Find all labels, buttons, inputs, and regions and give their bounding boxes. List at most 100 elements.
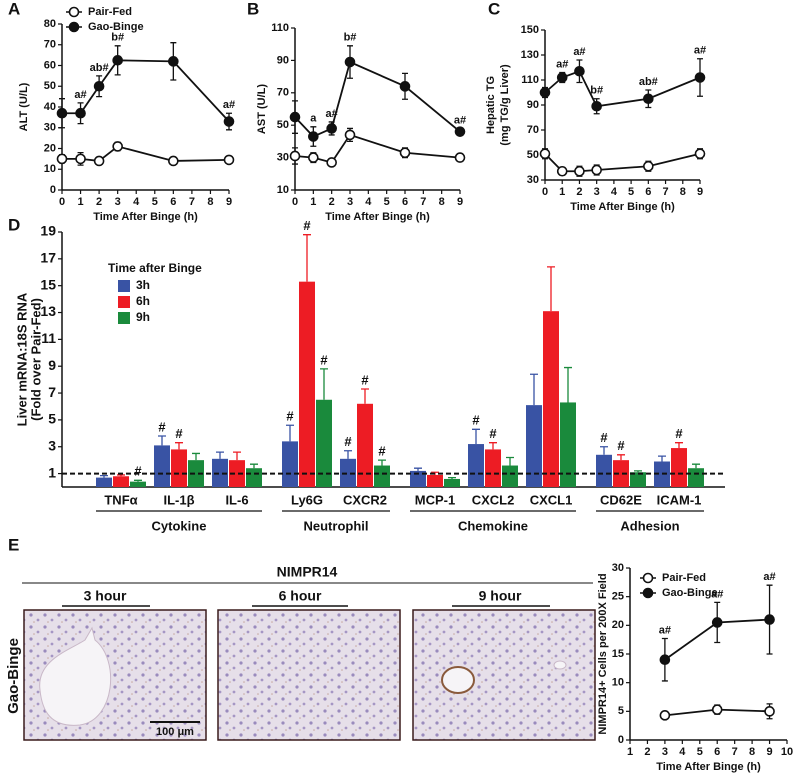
vessel — [441, 666, 475, 694]
point — [75, 107, 86, 119]
bar — [688, 468, 704, 487]
bar — [188, 460, 204, 487]
legend-marker — [642, 587, 654, 599]
point — [93, 80, 105, 92]
y-tick-label: 11 — [41, 330, 56, 346]
y-tick-label: 70 — [277, 87, 289, 99]
point — [289, 150, 301, 162]
legend-label: Pair-Fed — [88, 6, 132, 18]
x-tick-label: 6 — [714, 746, 720, 758]
y-tick-label: 110 — [271, 22, 289, 34]
y-tick-label: 30 — [277, 152, 289, 164]
error-bar — [100, 474, 108, 478]
y-tick-label: 70 — [44, 39, 56, 51]
point-label: b# — [344, 32, 357, 44]
point-label: # — [378, 444, 386, 459]
x-tick-label: IL-6 — [225, 492, 248, 507]
y-tick-label: 130 — [521, 49, 539, 61]
x-tick-label: 3 — [347, 196, 353, 208]
y-axis-label: Liver mRNA:18S RNA — [14, 292, 29, 426]
point — [344, 129, 356, 141]
x-tick-label: 1 — [310, 196, 316, 208]
x-tick-label: CD62E — [600, 492, 642, 507]
vessel — [39, 626, 112, 726]
y-tick-label: 13 — [40, 303, 56, 319]
image-label: 3 hour — [84, 588, 127, 604]
bar — [485, 449, 501, 487]
point-label: # — [175, 426, 183, 441]
group-label: Chemokine — [458, 518, 528, 533]
error-bar — [692, 463, 700, 469]
micrograph — [412, 609, 596, 741]
point-label: # — [617, 438, 625, 453]
point — [574, 165, 585, 177]
point-label: # — [303, 218, 311, 233]
x-tick-label: 9 — [766, 746, 772, 758]
point — [399, 81, 411, 92]
x-tick-label: 4 — [611, 186, 618, 198]
panel-label: A — [8, 0, 20, 18]
bar — [630, 472, 646, 487]
x-tick-label: 9 — [226, 196, 232, 208]
legend-swatch — [118, 312, 130, 324]
bar — [229, 460, 245, 487]
point — [711, 617, 723, 628]
x-tick-label: 8 — [207, 196, 213, 208]
point — [223, 154, 235, 166]
point-label: a# — [573, 46, 585, 58]
bar — [671, 448, 687, 487]
legend-title: Time after Binge — [108, 261, 202, 275]
x-tick-label: 5 — [628, 186, 634, 198]
point-label: a — [310, 113, 317, 125]
point-label: # — [472, 413, 480, 428]
y-tick-label: 20 — [612, 619, 624, 631]
y-tick-label: 30 — [527, 174, 539, 186]
panel-label: C — [488, 0, 500, 18]
y-tick-label: 15 — [612, 648, 624, 660]
point — [56, 153, 68, 165]
series-line — [294, 133, 461, 164]
error-bar — [158, 435, 166, 446]
series-line — [544, 70, 701, 108]
point — [75, 153, 86, 165]
x-tick-label: CXCR2 — [343, 492, 387, 507]
x-tick-label: 10 — [781, 746, 793, 758]
x-tick-label: 9 — [457, 196, 463, 208]
y-tick-label: 17 — [40, 250, 56, 266]
y-tick-label: 80 — [44, 18, 56, 30]
legend-label: Gao-Binge — [88, 21, 144, 33]
point-label: a# — [454, 114, 466, 126]
point-label: ab# — [90, 62, 109, 74]
y-tick-label: 150 — [521, 24, 539, 36]
legend-marker — [642, 572, 654, 584]
bar — [130, 481, 146, 487]
y-axis-label: NIMPR14+ Cells per 200X Field — [597, 573, 609, 734]
bar — [427, 474, 443, 487]
micrograph-title: NIMPR14 — [277, 564, 338, 580]
y-tick-label: 10 — [277, 184, 289, 196]
y-tick-label: 3 — [48, 437, 56, 453]
y-tick-label: 9 — [48, 357, 56, 373]
point — [168, 56, 179, 67]
y-tick-label: 90 — [527, 99, 539, 111]
group-label: Cytokine — [152, 518, 207, 533]
x-tick-label: 6 — [645, 186, 651, 198]
bar — [613, 460, 629, 487]
y-tick-label: 30 — [44, 122, 56, 134]
y-tick-label: 50 — [277, 119, 289, 131]
bar — [171, 449, 187, 487]
x-tick-label: 5 — [384, 196, 390, 208]
bar — [113, 476, 129, 487]
error-bar — [489, 442, 497, 450]
error-bar — [175, 442, 183, 450]
y-axis-label: Hepatic TG — [485, 76, 497, 134]
point — [556, 72, 568, 83]
point — [574, 65, 585, 77]
point — [56, 107, 68, 119]
y-tick-label: 20 — [44, 142, 56, 154]
legend-label: 9h — [136, 310, 150, 324]
point — [223, 116, 235, 127]
y-tick-label: 90 — [277, 54, 289, 66]
bar — [154, 445, 170, 487]
point-label: a# — [711, 588, 723, 600]
